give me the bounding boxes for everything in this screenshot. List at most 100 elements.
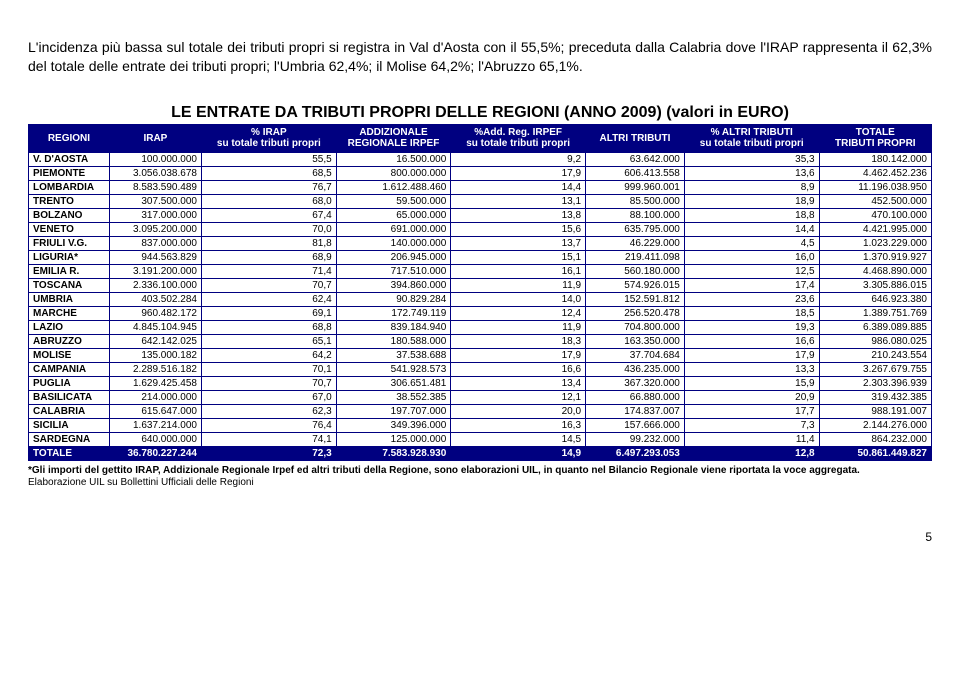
cell-p-altri: 7,3 [684, 418, 819, 432]
cell-irap: 36.780.227.244 [109, 446, 201, 460]
cell-p-addiz: 14,4 [451, 180, 586, 194]
cell-altri: 704.800.000 [586, 320, 685, 334]
cell-addiz: 1.612.488.460 [336, 180, 451, 194]
cell-p-addiz: 12,4 [451, 306, 586, 320]
cell-p-altri: 17,4 [684, 278, 819, 292]
cell-altri: 37.704.684 [586, 348, 685, 362]
cell-p-irap: 70,1 [201, 362, 336, 376]
cell-p-irap: 62,3 [201, 404, 336, 418]
cell-irap: 100.000.000 [109, 152, 201, 166]
cell-p-altri: 14,4 [684, 222, 819, 236]
cell-altri: 256.520.478 [586, 306, 685, 320]
cell-irap: 317.000.000 [109, 208, 201, 222]
table-row: BASILICATA 214.000.000 67,0 38.552.385 1… [29, 390, 932, 404]
cell-p-addiz: 16,3 [451, 418, 586, 432]
cell-altri: 436.235.000 [586, 362, 685, 376]
cell-addiz: 172.749.119 [336, 306, 451, 320]
cell-irap: 944.563.829 [109, 250, 201, 264]
cell-p-addiz: 15,6 [451, 222, 586, 236]
cell-p-altri: 15,9 [684, 376, 819, 390]
cell-addiz: 800.000.000 [336, 166, 451, 180]
table-row: EMILIA R. 3.191.200.000 71,4 717.510.000… [29, 264, 932, 278]
cell-altri: 46.229.000 [586, 236, 685, 250]
cell-irap: 960.482.172 [109, 306, 201, 320]
cell-p-irap: 67,4 [201, 208, 336, 222]
cell-p-addiz: 14,0 [451, 292, 586, 306]
cell-region: CAMPANIA [29, 362, 110, 376]
col-addiz-l1: ADDIZIONALE [359, 127, 427, 138]
col-totale-l2: TRIBUTI PROPRI [835, 138, 916, 149]
cell-p-addiz: 16,6 [451, 362, 586, 376]
table-row: BOLZANO 317.000.000 67,4 65.000.000 13,8… [29, 208, 932, 222]
cell-p-irap: 70,7 [201, 376, 336, 390]
cell-tot: 180.142.000 [819, 152, 931, 166]
cell-altri: 157.666.000 [586, 418, 685, 432]
cell-p-addiz: 11,9 [451, 320, 586, 334]
cell-region: ABRUZZO [29, 334, 110, 348]
cell-tot: 4.468.890.000 [819, 264, 931, 278]
cell-tot: 646.923.380 [819, 292, 931, 306]
cell-tot: 3.267.679.755 [819, 362, 931, 376]
col-p-irap-l2: su totale tributi propri [217, 138, 321, 149]
cell-tot: 319.432.385 [819, 390, 931, 404]
cell-p-irap: 68,5 [201, 166, 336, 180]
cell-altri: 574.926.015 [586, 278, 685, 292]
cell-addiz: 394.860.000 [336, 278, 451, 292]
cell-p-altri: 18,5 [684, 306, 819, 320]
table-row: SARDEGNA 640.000.000 74,1 125.000.000 14… [29, 432, 932, 446]
col-p-addiz-l1: %Add. Reg. IRPEF [474, 127, 562, 138]
page-number: 5 [28, 530, 932, 544]
cell-altri: 152.591.812 [586, 292, 685, 306]
cell-addiz: 38.552.385 [336, 390, 451, 404]
col-p-addiz: %Add. Reg. IRPEF su totale tributi propr… [451, 124, 586, 152]
cell-addiz: 7.583.928.930 [336, 446, 451, 460]
cell-tot: 986.080.025 [819, 334, 931, 348]
cell-addiz: 717.510.000 [336, 264, 451, 278]
cell-addiz: 541.928.573 [336, 362, 451, 376]
table-row: LOMBARDIA 8.583.590.489 76,7 1.612.488.4… [29, 180, 932, 194]
cell-addiz: 206.945.000 [336, 250, 451, 264]
cell-region: BOLZANO [29, 208, 110, 222]
table-title: LE ENTRATE DA TRIBUTI PROPRI DELLE REGIO… [28, 104, 932, 122]
cell-p-addiz: 15,1 [451, 250, 586, 264]
cell-altri: 174.837.007 [586, 404, 685, 418]
cell-p-addiz: 17,9 [451, 166, 586, 180]
cell-addiz: 90.829.284 [336, 292, 451, 306]
cell-region: PIEMONTE [29, 166, 110, 180]
cell-addiz: 839.184.940 [336, 320, 451, 334]
cell-tot: 4.462.452.236 [819, 166, 931, 180]
cell-tot: 2.144.276.000 [819, 418, 931, 432]
cell-irap: 642.142.025 [109, 334, 201, 348]
cell-p-irap: 62,4 [201, 292, 336, 306]
cell-altri: 367.320.000 [586, 376, 685, 390]
col-irap: IRAP [109, 124, 201, 152]
footnote-line1: *Gli importi del gettito IRAP, Addiziona… [28, 465, 860, 476]
cell-tot: 210.243.554 [819, 348, 931, 362]
cell-irap: 2.289.516.182 [109, 362, 201, 376]
cell-altri: 66.880.000 [586, 390, 685, 404]
cell-altri: 88.100.000 [586, 208, 685, 222]
cell-tot: 470.100.000 [819, 208, 931, 222]
cell-p-altri: 12,8 [684, 446, 819, 460]
cell-addiz: 306.651.481 [336, 376, 451, 390]
cell-addiz: 691.000.000 [336, 222, 451, 236]
cell-p-addiz: 16,1 [451, 264, 586, 278]
cell-p-irap: 64,2 [201, 348, 336, 362]
cell-p-irap: 65,1 [201, 334, 336, 348]
col-totale: TOTALE TRIBUTI PROPRI [819, 124, 931, 152]
cell-irap: 640.000.000 [109, 432, 201, 446]
col-addiz: ADDIZIONALE REGIONALE IRPEF [336, 124, 451, 152]
cell-p-irap: 74,1 [201, 432, 336, 446]
cell-p-altri: 18,9 [684, 194, 819, 208]
cell-addiz: 37.538.688 [336, 348, 451, 362]
cell-addiz: 197.707.000 [336, 404, 451, 418]
cell-p-irap: 70,7 [201, 278, 336, 292]
cell-altri: 999.960.001 [586, 180, 685, 194]
cell-p-addiz: 20,0 [451, 404, 586, 418]
cell-irap: 4.845.104.945 [109, 320, 201, 334]
table-row: UMBRIA 403.502.284 62,4 90.829.284 14,0 … [29, 292, 932, 306]
col-p-altri: % ALTRI TRIBUTI su totale tributi propri [684, 124, 819, 152]
col-altri: ALTRI TRIBUTI [586, 124, 685, 152]
cell-tot: 2.303.396.939 [819, 376, 931, 390]
data-table: REGIONI IRAP % IRAP su totale tributi pr… [28, 124, 932, 461]
